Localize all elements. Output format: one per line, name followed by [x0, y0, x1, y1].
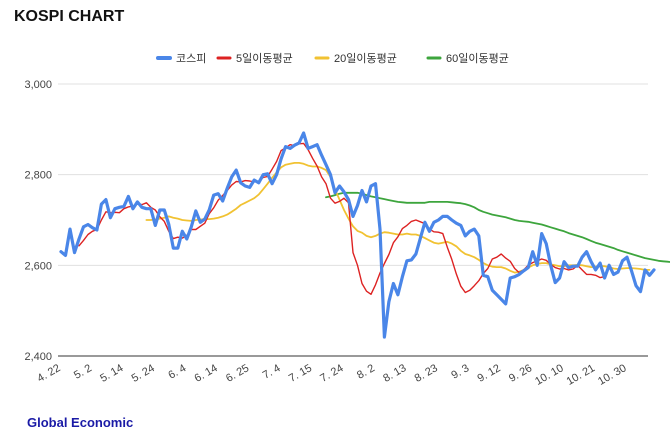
legend-label-ma5: 5일이동평균 [236, 51, 293, 65]
x-tick-label: 5. 2 [72, 362, 94, 382]
legend: 코스피 5일이동평균 20일이동평균 60일이동평균 [156, 51, 509, 65]
series-line-ma5 [78, 142, 606, 295]
legend-label-ma60: 60일이동평균 [446, 51, 509, 65]
series-line-ma20 [145, 161, 651, 274]
x-tick-label: 6. 4 [166, 362, 188, 382]
grid-lines [58, 83, 648, 357]
y-tick-label: 2,400 [24, 351, 52, 363]
x-tick-label: 7. 24 [318, 362, 345, 385]
x-tick-label: 10. 21 [565, 362, 597, 388]
y-tick-label: 2,600 [24, 260, 52, 272]
x-axis-ticks: 4. 22 5. 2 5. 14 5. 24 6. 4 6. 14 6. 25 7. 4 7. … [35, 362, 628, 388]
y-tick-label: 3,000 [24, 79, 52, 91]
x-tick-label: 7. 4 [261, 362, 283, 382]
x-tick-label: 9. 26 [507, 362, 534, 385]
x-tick-label: 6. 25 [224, 362, 251, 385]
x-tick-label: 5. 24 [130, 362, 157, 385]
x-tick-label: 8. 13 [381, 362, 408, 385]
x-tick-label: 9. 3 [449, 362, 471, 382]
series-lines [59, 131, 670, 339]
x-tick-label: 8. 2 [355, 362, 377, 382]
footer-label: Global Economic [27, 415, 134, 430]
legend-label-kospi: 코스피 [176, 52, 206, 65]
legend-label-ma20: 20일이동평균 [334, 51, 397, 65]
x-tick-label: 4. 22 [35, 362, 62, 385]
chart-title: KOSPI CHART [14, 8, 125, 25]
x-tick-label: 7. 15 [287, 362, 314, 385]
y-tick-label: 2,800 [24, 170, 52, 182]
x-tick-label: 10. 30 [596, 362, 628, 388]
y-axis-ticks: 2,400 2,600 2,800 3,000 [24, 79, 52, 363]
series-line-ma60 [325, 191, 670, 263]
series-line-kospi [59, 131, 656, 339]
x-tick-label: 8. 23 [413, 362, 440, 385]
x-tick-label: 6. 14 [193, 362, 220, 385]
x-tick-label: 5. 14 [98, 362, 125, 385]
x-tick-label: 9. 12 [476, 362, 503, 385]
x-tick-label: 10. 10 [533, 362, 565, 388]
